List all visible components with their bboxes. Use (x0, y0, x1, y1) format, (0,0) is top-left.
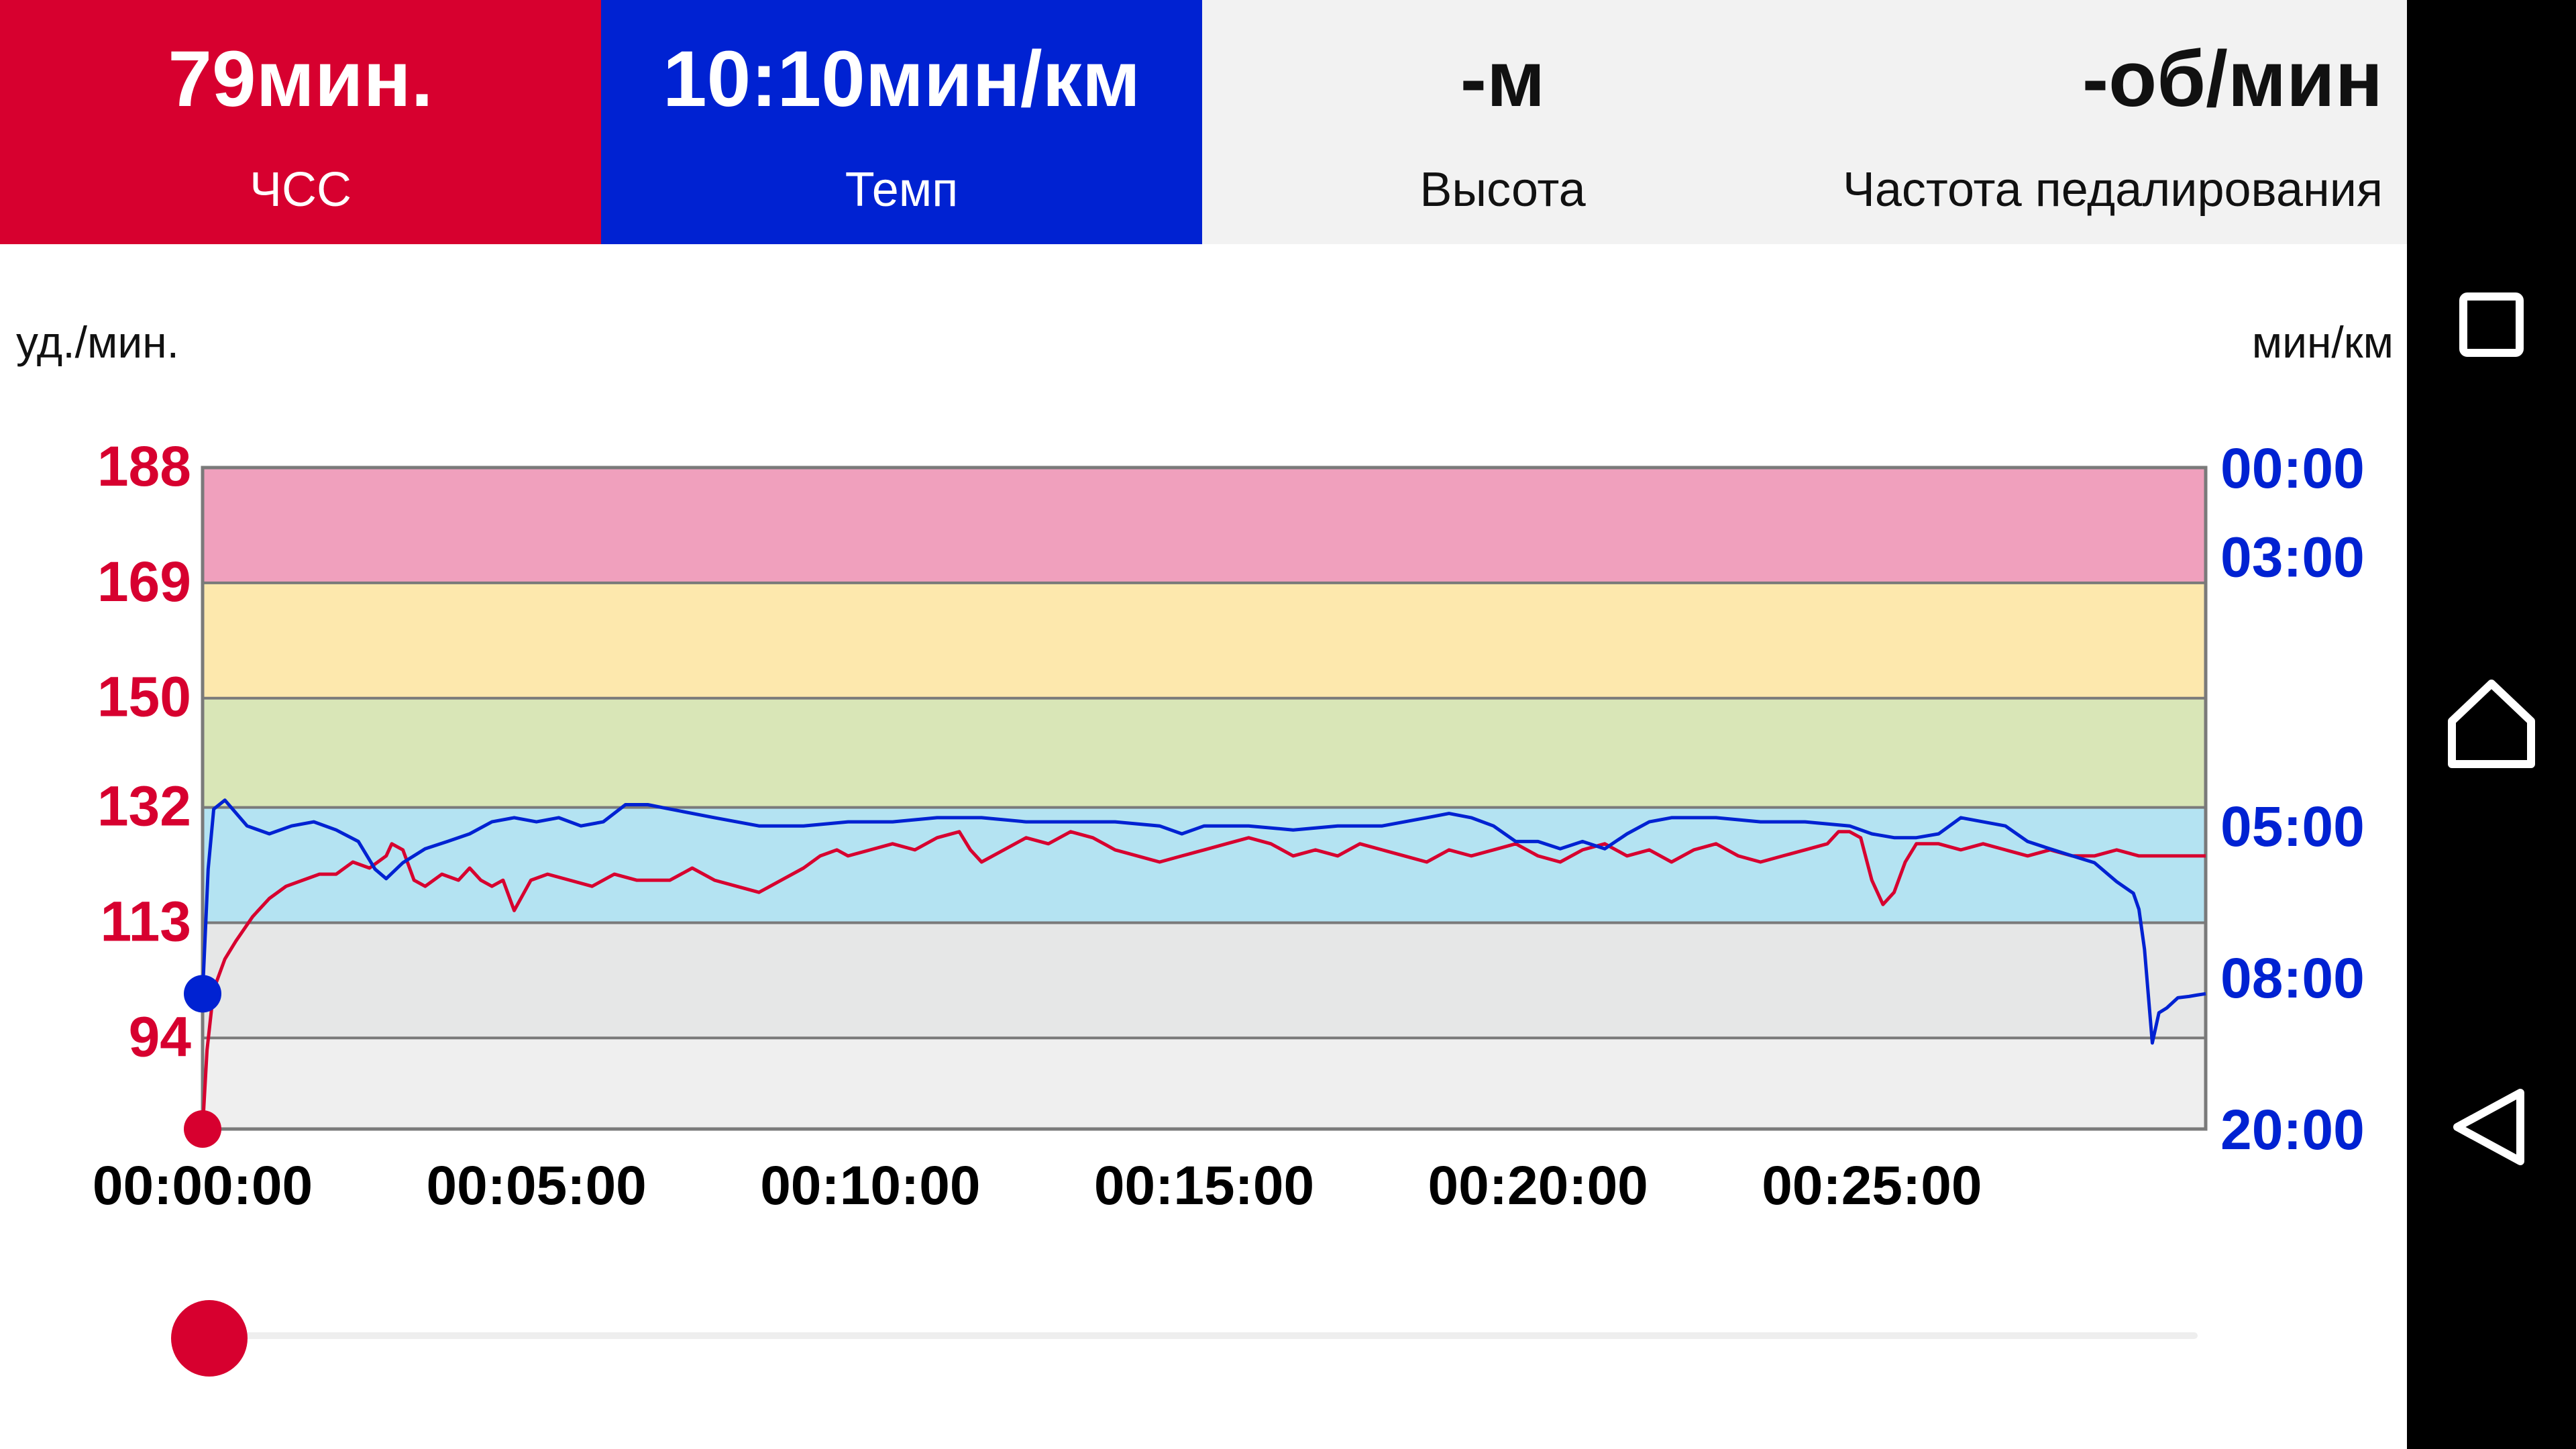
pace-axis-unit: мин/км (2251, 317, 2394, 367)
hr-series-line (201, 830, 2206, 1130)
pace-axis-ticks: 00:00 03:00 05:00 08:00 20:00 (2220, 437, 2365, 1161)
chart-series (201, 798, 2206, 1130)
hr-cursor-marker (184, 1110, 221, 1148)
time-axis-ticks: 00:00:00 00:05:00 00:10:00 00:15:00 00:20:00… (93, 1155, 1982, 1216)
pace-series-line (201, 798, 2206, 1045)
hr-zone-band-5 (203, 922, 2206, 1038)
time-tick-label-3: 00:10:00 (760, 1155, 980, 1216)
hr-tick-label-1: 188 (97, 435, 191, 498)
cadence-value: -об/мин (2082, 35, 2383, 123)
workout-screen: 79мин. ЧСС 10:10мин/км Темп -м Высота -о… (0, 0, 2407, 1377)
plot-frame (201, 466, 2208, 1131)
pace-value: 10:10мин/км (662, 35, 1141, 123)
timeline-slider-thumb[interactable] (171, 1300, 248, 1377)
workout-chart[interactable]: 188 169 150 132 113 94 00:00 03:00 05:00 08:00 20… (0, 0, 2407, 1241)
altitude-tile[interactable]: -м Высота (1202, 0, 1803, 244)
android-navigation-bar (2407, 0, 2576, 1449)
heart-rate-axis-ticks: 188 169 150 132 113 94 (97, 435, 191, 1068)
timeline-slider-track[interactable] (208, 1332, 2198, 1339)
heart-rate-axis-unit: уд./мин. (16, 317, 180, 367)
hr-tick-label-2: 169 (97, 550, 191, 613)
hr-zone-band-6 (203, 1038, 2206, 1129)
home-icon (2448, 680, 2535, 768)
time-tick-label-6: 00:25:00 (1762, 1155, 1982, 1216)
time-tick-label-2: 00:05:00 (427, 1155, 647, 1216)
recent-apps-icon (2459, 292, 2524, 357)
back-button[interactable] (2431, 1067, 2552, 1187)
hr-tick-label-6: 94 (129, 1005, 192, 1068)
hr-tick-label-4: 132 (97, 775, 191, 838)
heart-rate-zones (203, 468, 2206, 1129)
pace-tick-label-1: 00:00 (2220, 437, 2365, 500)
pace-cursor-marker (184, 975, 221, 1013)
pace-label: Темп (845, 163, 959, 217)
pace-tick-label-2: 03:00 (2220, 526, 2365, 589)
cursor-markers (184, 975, 221, 1148)
altitude-label: Высота (1419, 163, 1586, 217)
time-tick-label-5: 00:20:00 (1428, 1155, 1648, 1216)
altitude-value: -м (1460, 35, 1546, 123)
heart-rate-value: 79мин. (168, 35, 433, 123)
zone-gridlines (201, 466, 2208, 1131)
pace-tick-label-5: 20:00 (2220, 1098, 2365, 1161)
back-icon (2453, 1089, 2524, 1165)
home-button[interactable] (2431, 664, 2552, 785)
hr-tick-label-5: 113 (100, 890, 191, 953)
recent-apps-button[interactable] (2431, 264, 2552, 385)
pace-tile[interactable]: 10:10мин/км Темп (601, 0, 1202, 244)
hr-zone-band-1 (203, 468, 2206, 583)
time-tick-label-1: 00:00:00 (93, 1155, 313, 1216)
hr-zone-band-2 (203, 582, 2206, 698)
cadence-label: Частота педалирования (1842, 163, 2383, 217)
heart-rate-tile[interactable]: 79мин. ЧСС (0, 0, 601, 244)
hr-tick-label-3: 150 (97, 665, 191, 729)
heart-rate-label: ЧСС (250, 163, 352, 217)
cadence-tile[interactable]: -об/мин Частота педалирования (1803, 0, 2407, 244)
pace-tick-label-3: 05:00 (2220, 795, 2365, 858)
pace-tick-label-4: 08:00 (2220, 947, 2365, 1010)
time-tick-label-4: 00:15:00 (1094, 1155, 1314, 1216)
hr-zone-band-3 (203, 698, 2206, 808)
